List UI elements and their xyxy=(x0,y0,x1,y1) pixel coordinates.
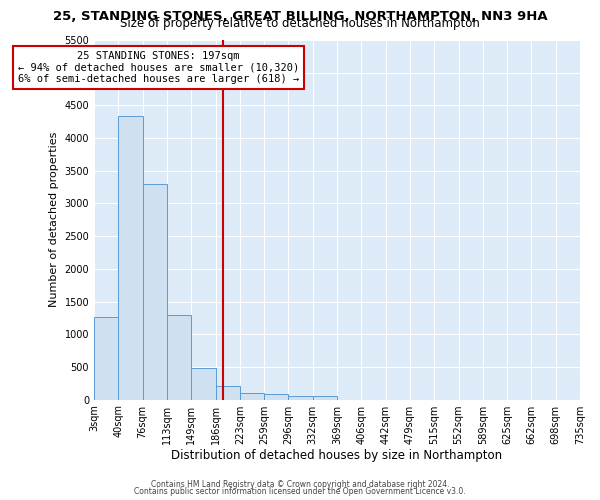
Text: 25, STANDING STONES, GREAT BILLING, NORTHAMPTON, NN3 9HA: 25, STANDING STONES, GREAT BILLING, NORT… xyxy=(53,10,547,23)
Bar xyxy=(94,316,118,400)
Bar xyxy=(313,396,337,400)
Bar xyxy=(215,386,240,400)
Bar xyxy=(118,116,143,400)
Bar xyxy=(289,396,313,400)
Y-axis label: Number of detached properties: Number of detached properties xyxy=(49,132,59,308)
X-axis label: Distribution of detached houses by size in Northampton: Distribution of detached houses by size … xyxy=(172,450,503,462)
Text: Contains public sector information licensed under the Open Government Licence v3: Contains public sector information licen… xyxy=(134,487,466,496)
Text: 25 STANDING STONES: 197sqm
← 94% of detached houses are smaller (10,320)
6% of s: 25 STANDING STONES: 197sqm ← 94% of deta… xyxy=(18,51,299,84)
Bar xyxy=(143,184,167,400)
Bar xyxy=(191,368,215,400)
Bar xyxy=(167,315,191,400)
Text: Contains HM Land Registry data © Crown copyright and database right 2024.: Contains HM Land Registry data © Crown c… xyxy=(151,480,449,489)
Text: Size of property relative to detached houses in Northampton: Size of property relative to detached ho… xyxy=(120,18,480,30)
Bar xyxy=(264,394,289,400)
Bar xyxy=(240,394,264,400)
